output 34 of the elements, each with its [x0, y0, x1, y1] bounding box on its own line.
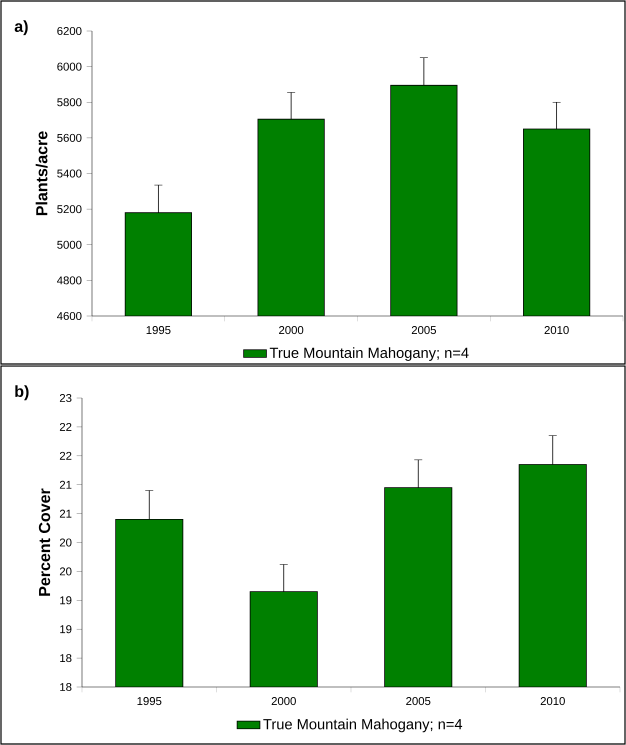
y-tick-label: 5200: [57, 205, 82, 214]
x-tick-label: 1995: [146, 326, 171, 334]
y-tick-label: 22: [60, 422, 72, 431]
y-tick-label: 4600: [56, 312, 82, 320]
y-axis-title: Percent Cover: [38, 488, 50, 596]
y-tick-label: 21: [60, 510, 72, 518]
y-tick-label: 20: [60, 538, 72, 547]
x-tick-label: 2010: [540, 697, 565, 706]
y-tick-label: 6000: [57, 62, 82, 71]
legend-label: True Mountain Mahogany; n=4: [263, 718, 462, 732]
y-axis-title: Plants/acre: [36, 131, 48, 216]
y-tick-label: 19: [60, 596, 72, 604]
x-tick-label: 2005: [406, 697, 430, 706]
text: a): [14, 20, 28, 36]
y-tick-label: 18: [60, 683, 72, 692]
legend-label: True Mountain Mahogany; n=4: [270, 347, 469, 361]
y-tick-label: 5000: [57, 240, 82, 249]
y-tick-label: 19: [60, 625, 72, 634]
y-tick-label: 4800: [56, 276, 82, 284]
y-tick-label: 6200: [57, 27, 82, 36]
x-tick-label: 2000: [279, 326, 304, 334]
x-tick-label: 2010: [544, 326, 569, 334]
y-tick-label: 21: [60, 480, 72, 489]
x-tick-label: 2005: [412, 326, 436, 334]
y-tick-label: 23: [60, 394, 72, 402]
y-tick-label: 20: [60, 567, 72, 576]
text: b): [15, 385, 29, 400]
x-tick-label: 2000: [272, 697, 296, 706]
y-tick-label: 5600: [57, 134, 82, 142]
y-tick-label: 18: [60, 654, 72, 662]
y-tick-label: 5800: [57, 98, 82, 106]
x-tick-label: 1995: [138, 697, 162, 706]
y-tick-label: 5400: [57, 170, 82, 178]
y-tick-label: 22: [60, 452, 72, 460]
